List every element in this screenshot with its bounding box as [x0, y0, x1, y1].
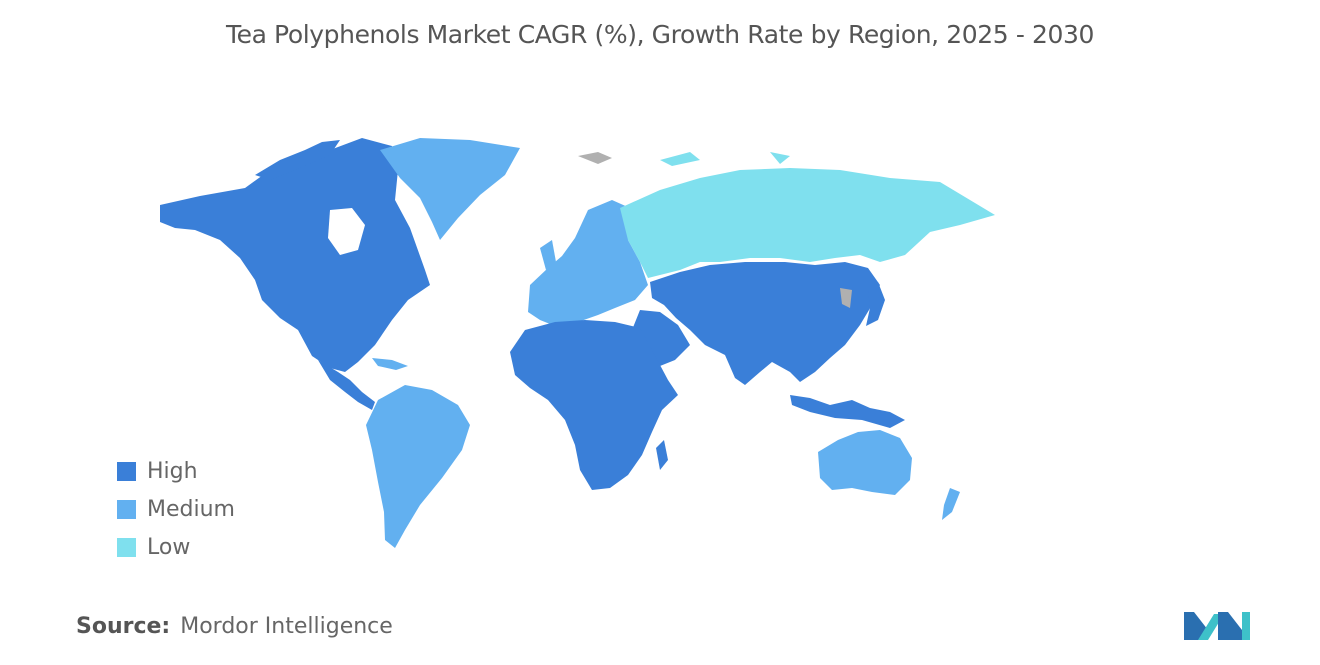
legend-swatch-high [117, 461, 136, 481]
region-russia-arctic-islands [660, 152, 790, 166]
legend-swatch-low [117, 537, 136, 557]
region-madagascar [656, 440, 668, 470]
region-africa [510, 320, 678, 490]
region-asia [650, 262, 880, 385]
region-svalbard [578, 152, 612, 164]
legend-label-medium: Medium [147, 496, 235, 522]
region-uk [540, 240, 556, 270]
region-caribbean [372, 358, 408, 370]
mordor-intelligence-logo-icon [1184, 612, 1250, 640]
region-north-america [160, 138, 430, 372]
source-label: Source: [76, 614, 171, 639]
source-value: Mordor Intelligence [180, 614, 393, 639]
region-central-america [318, 360, 375, 410]
legend-label-high: High [147, 458, 198, 484]
chart-title: Tea Polyphenols Market CAGR (%), Growth … [225, 20, 1095, 49]
region-australia [818, 430, 912, 495]
legend-swatch-medium [117, 499, 136, 519]
region-japan [866, 282, 885, 326]
legend-item-medium: Medium [117, 490, 235, 528]
region-europe [528, 200, 648, 328]
region-korea [840, 288, 852, 308]
source-line: Source: Mordor Intelligence [76, 614, 393, 639]
region-south-america [366, 385, 470, 548]
region-new-zealand [942, 488, 960, 520]
region-greenland [380, 138, 520, 240]
legend-item-high: High [117, 452, 235, 490]
region-russia [620, 168, 995, 278]
region-canada-islands [255, 140, 340, 180]
legend-item-low: Low [117, 528, 235, 566]
map-legend: High Medium Low [117, 452, 235, 566]
region-southeast-asia-islands [790, 395, 905, 428]
legend-label-low: Low [147, 534, 191, 560]
